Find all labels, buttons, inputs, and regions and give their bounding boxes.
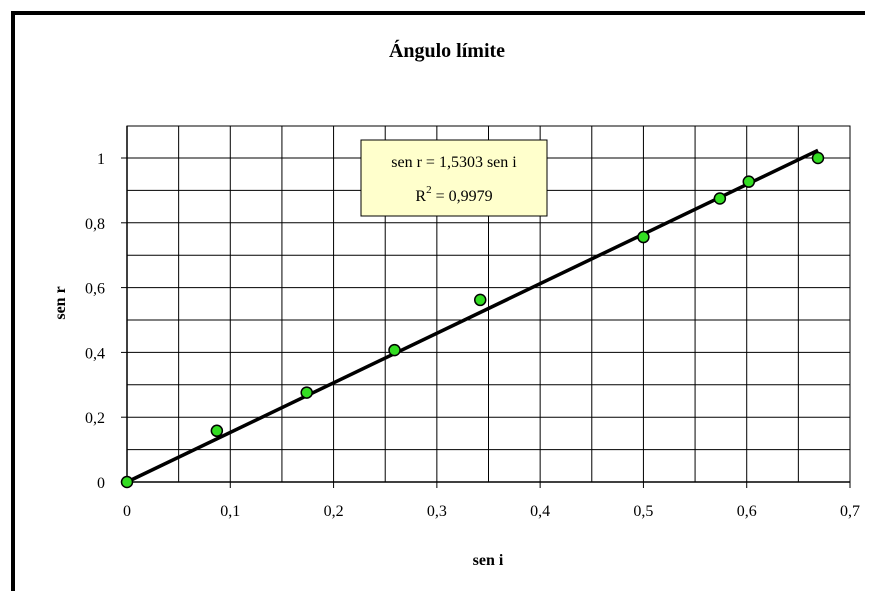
x-tick-labels: 0 0,1 0,2 0,3 0,4 0,5 0,6 0,7 (123, 482, 860, 520)
data-point (473, 293, 487, 307)
x-tick-label: 0 (123, 503, 131, 520)
data-point (637, 230, 650, 244)
x-tick-label: 0,2 (324, 503, 344, 520)
equation-box: sen r = 1,5303 sen i R2 = 0,9979 (360, 139, 548, 217)
axes (126, 126, 850, 483)
data-point (210, 424, 224, 438)
x-tick-label: 0,1 (220, 503, 240, 520)
y-tick-label: 0,4 (85, 345, 105, 362)
y-tick-label: 0 (97, 475, 105, 492)
data-point (713, 192, 727, 205)
chart-title: Ángulo límite (389, 39, 505, 62)
equation-text: sen r = 1,5303 sen i (391, 154, 517, 171)
x-tick-label: 0,3 (427, 503, 447, 520)
y-tick-label: 0,6 (85, 281, 105, 298)
r-squared-symbol: R (415, 188, 426, 205)
r-squared-value: = 0,9979 (432, 188, 493, 205)
x-tick-label: 0,6 (737, 503, 757, 520)
data-point (388, 343, 401, 357)
equation-box-background (360, 139, 548, 217)
data-point (120, 475, 134, 489)
data-points (120, 151, 825, 489)
trendline (126, 148, 819, 484)
data-point (300, 386, 313, 399)
y-tick-label: 0,2 (85, 410, 105, 427)
x-axis-label: sen i (473, 552, 504, 569)
x-tick-label: 0,5 (633, 503, 653, 520)
y-tick-labels: 0 0,2 0,4 0,6 0,8 1 (85, 151, 127, 492)
data-point (811, 151, 825, 165)
y-tick-label: 0,8 (85, 216, 105, 233)
data-point (742, 175, 756, 188)
x-tick-label: 0,4 (530, 503, 550, 520)
x-tick-label: 0,7 (840, 503, 860, 520)
trendline-layer (126, 148, 819, 484)
y-tick-label: 1 (97, 151, 105, 168)
y-axis-label: sen r (52, 286, 69, 319)
r-squared-superscript: 2 (426, 184, 432, 196)
r-squared-text: R2 = 0,9979 (415, 184, 492, 205)
